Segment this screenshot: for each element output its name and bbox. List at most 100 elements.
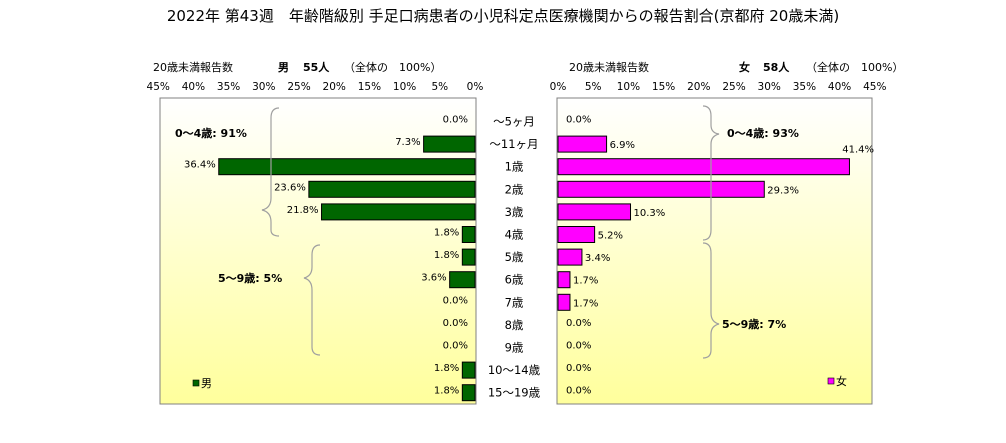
female-tick-label: 40% xyxy=(828,81,851,93)
female-group-0-4-annotation: 0～4歳: 93% xyxy=(727,126,799,140)
female-data-label: 6.9% xyxy=(610,140,635,151)
male-data-label: 0.0% xyxy=(443,341,468,352)
male-group-0-4-annotation: 0～4歳: 91% xyxy=(175,126,247,140)
female-header: 20歳未満報告数 女 58人 （全体の 100%） xyxy=(569,60,903,74)
category-label: 7歳 xyxy=(505,295,524,309)
male-data-label: 0.0% xyxy=(443,115,468,126)
male-bracket-0-4 xyxy=(261,107,280,237)
female-bracket-5-9 xyxy=(702,242,720,359)
male-bar xyxy=(321,203,476,221)
male-tick-label: 5% xyxy=(431,81,448,93)
male-tick-label: 20% xyxy=(323,81,346,93)
female-bar xyxy=(557,271,571,289)
female-axis-ticks: 0% 5% 10% 15% 20% 25% 30% 35% 40% 45% xyxy=(550,81,887,93)
female-tick-label: 0% xyxy=(550,81,567,93)
male-tick-label: 15% xyxy=(358,81,381,93)
male-legend-label: 男 xyxy=(201,377,212,390)
male-bar xyxy=(449,271,476,289)
category-label: 10～14歳 xyxy=(488,363,541,377)
female-group-5-9-annotation: 5～9歳: 7% xyxy=(722,317,786,331)
female-data-label: 1.7% xyxy=(573,298,598,309)
male-data-label: 1.8% xyxy=(434,250,459,261)
male-data-label: 3.6% xyxy=(421,273,446,284)
female-bar xyxy=(557,293,571,311)
male-legend: 男 xyxy=(192,377,212,390)
male-bar xyxy=(423,135,476,153)
male-data-label: 1.8% xyxy=(434,363,459,374)
female-bracket-0-4 xyxy=(702,105,720,241)
female-header-count: 58人 xyxy=(763,60,790,74)
female-plot-area xyxy=(556,97,873,405)
female-bar xyxy=(557,226,596,243)
category-label: ～5ヶ月 xyxy=(493,115,535,129)
female-bar xyxy=(557,180,765,198)
male-data-label: 1.8% xyxy=(434,386,459,397)
female-data-label: 41.4% xyxy=(842,145,874,156)
female-data-label: 0.0% xyxy=(566,386,591,397)
male-bracket-5-9 xyxy=(303,244,321,356)
female-data-label: 1.7% xyxy=(573,276,598,287)
female-data-label: 0.0% xyxy=(566,318,591,329)
female-header-whole: （全体の 100%） xyxy=(806,60,903,74)
female-legend-label: 女 xyxy=(836,374,847,388)
category-label: 4歳 xyxy=(505,228,524,242)
male-data-label: 0.0% xyxy=(443,295,468,306)
male-data-label: 36.4% xyxy=(184,160,216,171)
female-tick-label: 35% xyxy=(793,81,816,93)
male-tick-label: 10% xyxy=(393,81,416,93)
female-header-sex: 女 xyxy=(739,60,750,74)
female-bar xyxy=(557,248,583,266)
female-header-prefix: 20歳未満報告数 xyxy=(569,61,649,74)
female-data-label: 3.4% xyxy=(585,253,610,264)
male-data-label: 7.3% xyxy=(395,137,420,148)
male-bar xyxy=(308,180,476,198)
male-tick-label: 45% xyxy=(147,81,170,93)
female-legend: 女 xyxy=(827,374,847,388)
female-tick-label: 15% xyxy=(652,81,675,93)
male-header-count: 55人 xyxy=(303,60,330,74)
female-tick-label: 20% xyxy=(687,81,710,93)
male-tick-label: 30% xyxy=(252,81,275,93)
category-label: 1歳 xyxy=(505,160,524,174)
category-label: ～11ヶ月 xyxy=(489,137,538,151)
female-bar xyxy=(557,135,608,153)
female-tick-label: 10% xyxy=(617,81,640,93)
male-bar xyxy=(461,226,476,243)
female-tick-label: 25% xyxy=(722,81,745,93)
chart-title: 2022年 第43週 年齢階級別 手足口病患者の小児科定点医療機関からの報告割合… xyxy=(167,7,839,25)
male-tick-label: 35% xyxy=(217,81,240,93)
category-label: 6歳 xyxy=(505,273,524,287)
male-header-prefix: 20歳未満報告数 xyxy=(153,61,233,74)
category-labels: ～5ヶ月 ～11ヶ月 1歳 2歳 3歳 4歳 5歳 6歳 7歳 8歳 9歳 10～14歳 15～19歳 xyxy=(488,115,541,400)
female-bar xyxy=(557,158,850,176)
female-tick-label: 5% xyxy=(585,81,602,93)
female-data-label: 0.0% xyxy=(566,341,591,352)
male-axis-ticks: 45% 40% 35% 30% 25% 20% 15% 10% 5% 0% xyxy=(147,81,484,93)
female-data-label: 29.3% xyxy=(767,185,799,196)
male-tick-label: 25% xyxy=(287,81,310,93)
male-data-label: 21.8% xyxy=(287,205,319,216)
male-header-sex: 男 xyxy=(278,61,289,74)
category-label: 8歳 xyxy=(505,318,524,332)
female-legend-swatch xyxy=(827,377,835,385)
category-label: 2歳 xyxy=(505,182,524,196)
category-label: 15～19歳 xyxy=(488,386,541,400)
female-data-label: 10.3% xyxy=(634,208,666,219)
male-header-whole: （全体の 100%） xyxy=(344,60,441,74)
category-label: 5歳 xyxy=(505,250,524,264)
female-tick-label: 30% xyxy=(758,81,781,93)
male-bars: 0.0% 7.3% 36.4% 23.6% 21.8% 1.8% 1.8% 3.6% 0.0% 0… xyxy=(184,115,476,402)
male-data-label: 0.0% xyxy=(443,318,468,329)
male-data-label: 23.6% xyxy=(274,182,306,193)
male-data-label: 1.8% xyxy=(434,228,459,239)
male-header: 20歳未満報告数 男 55人 （全体の 100%） xyxy=(153,60,441,74)
male-tick-label: 0% xyxy=(467,81,484,93)
male-bar xyxy=(218,158,476,176)
category-label: 3歳 xyxy=(505,205,524,219)
female-bar xyxy=(557,203,632,221)
male-group-5-9-annotation: 5～9歳: 5% xyxy=(218,271,282,285)
female-tick-label: 45% xyxy=(863,81,886,93)
female-data-label: 5.2% xyxy=(598,231,623,242)
female-bars: 0.0% 6.9% 41.4% 29.3% 10.3% 5.2% 3.4% 1.7% 1.7% 0… xyxy=(557,115,874,397)
